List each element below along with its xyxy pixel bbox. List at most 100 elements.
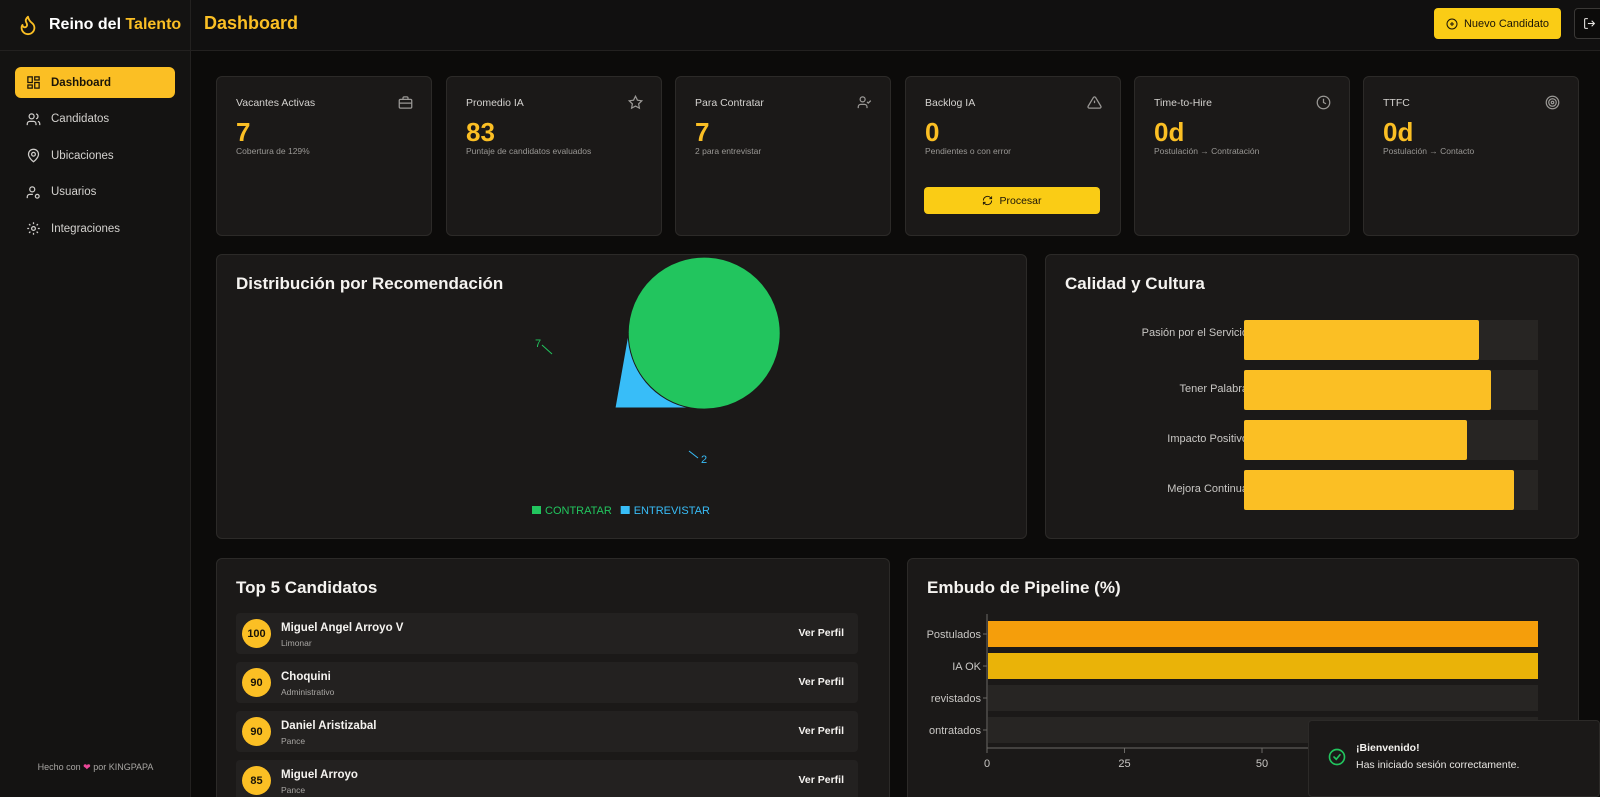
- brand[interactable]: Reino del Talento: [0, 0, 190, 51]
- quality-row: Pasión por el Servicio: [1046, 320, 1578, 360]
- pie-data-label: 2: [701, 454, 707, 466]
- x-tick-label: 0: [984, 758, 990, 770]
- quality-track: [1244, 370, 1538, 410]
- stat-subtitle: Puntaje de candidatos evaluados: [466, 146, 592, 156]
- candidate-row[interactable]: 90 Daniel Aristizabal Pance Ver Perfil: [236, 711, 858, 752]
- stat-subtitle: Postulación → Contacto: [1383, 146, 1475, 156]
- stat-value: 0: [925, 117, 940, 147]
- quality-track: [1244, 320, 1538, 360]
- x-tick-label: 50: [1256, 758, 1268, 770]
- sidebar-item-integraciones[interactable]: Integraciones: [15, 213, 175, 244]
- stat-subtitle: Postulación → Contratación: [1154, 146, 1260, 156]
- stat-card-time-to-hire: Time-to-Hire 0d Postulación → Contrataci…: [1134, 76, 1350, 236]
- stat-value: 7: [695, 117, 710, 147]
- sidebar-item-label: Dashboard: [51, 76, 112, 89]
- legend-label[interactable]: CONTRATAR: [545, 505, 612, 517]
- toast-title: ¡Bienvenido!: [1356, 742, 1420, 754]
- stat-value: 83: [466, 117, 495, 147]
- top-bar: Dashboard Nuevo Candidato: [191, 0, 1600, 51]
- quality-track: [1244, 470, 1538, 510]
- legend-swatch: [532, 506, 541, 514]
- users-icon: [26, 112, 41, 125]
- distribution-panel: Distribución por Recomendación 7 2 CONTRAT…: [216, 254, 1027, 539]
- candidate-row[interactable]: 85 Miguel Arroyo Pance Ver Perfil: [236, 760, 858, 797]
- distribution-title: Distribución por Recomendación: [236, 274, 504, 293]
- sidebar: Reino del Talento Dashboard Candidatos U…: [0, 0, 191, 797]
- stat-title: Time-to-Hire: [1154, 97, 1212, 109]
- star-icon: [627, 94, 644, 110]
- quality-bar[interactable]: [1244, 470, 1515, 510]
- candidate-location: Pance: [281, 736, 306, 746]
- alert-triangle-icon: [1087, 96, 1102, 109]
- sidebar-item-ubicaciones[interactable]: Ubicaciones: [15, 140, 175, 171]
- sidebar-item-dashboard[interactable]: Dashboard: [15, 67, 175, 98]
- process-button[interactable]: Procesar: [924, 187, 1100, 214]
- sidebar-item-candidatos[interactable]: Candidatos: [15, 104, 175, 135]
- target-icon: [1545, 95, 1560, 110]
- pie-slice-contratar[interactable]: [614, 256, 781, 410]
- quality-label: Pasión por el Servicio: [1141, 327, 1248, 339]
- candidate-location: Administrativo: [281, 687, 335, 697]
- view-profile-link[interactable]: Ver Perfil: [798, 676, 844, 688]
- stat-card-vacantes: Vacantes Activas 7 Cobertura de 129%: [216, 76, 432, 236]
- candidate-location: Pance: [281, 785, 306, 795]
- candidate-row[interactable]: 90 Choquini Administrativo Ver Perfil: [236, 662, 858, 703]
- logout-button[interactable]: [1574, 8, 1600, 39]
- stat-subtitle: Cobertura de 129%: [236, 146, 310, 156]
- pie-slice-entrevistar[interactable]: [614, 333, 692, 409]
- candidate-name: Miguel Arroyo: [281, 769, 358, 781]
- pipeline-title: Embudo de Pipeline (%): [927, 578, 1121, 597]
- user-cog-icon: [26, 185, 40, 199]
- quality-track: [1244, 420, 1538, 460]
- sidebar-item-usuarios[interactable]: Usuarios: [15, 177, 175, 208]
- pie-label-line: [541, 344, 553, 355]
- pipeline-track: [988, 685, 1538, 711]
- check-circle-icon: [1328, 748, 1346, 766]
- pipeline-bar[interactable]: [988, 621, 1538, 647]
- stat-card-promedio: Promedio IA 83 Puntaje de candidatos eva…: [446, 76, 662, 236]
- sidebar-item-label: Candidatos: [51, 113, 110, 125]
- quality-bar[interactable]: [1244, 420, 1468, 460]
- sidebar-nav: Dashboard Candidatos Ubicaciones Usuario…: [0, 51, 190, 266]
- brand-name: Reino del Talento: [49, 16, 182, 33]
- sidebar-item-label: Integraciones: [51, 222, 121, 235]
- stat-subtitle: 2 para entrevistar: [695, 146, 762, 156]
- quality-bar[interactable]: [1244, 320, 1480, 360]
- y-tick-label: revistados: [931, 693, 982, 705]
- flame-icon: [20, 15, 36, 36]
- candidate-row[interactable]: 100 Miguel Angel Arroyo V Limonar Ver Pe…: [236, 613, 858, 654]
- quality-bar[interactable]: [1244, 370, 1491, 410]
- stat-card-backlog: Backlog IA 0 Pendientes o con error Proc…: [905, 76, 1121, 236]
- pie-label-line: [688, 450, 699, 459]
- legend-swatch: [620, 506, 630, 514]
- pipeline-bar[interactable]: [988, 653, 1538, 679]
- dashboard-icon: [27, 76, 40, 89]
- quality-label: Mejora Continua: [1167, 483, 1248, 495]
- view-profile-link[interactable]: Ver Perfil: [798, 627, 844, 639]
- view-profile-link[interactable]: Ver Perfil: [798, 725, 844, 737]
- y-tick-label: IA OK: [952, 661, 981, 673]
- x-tick-label: 25: [1118, 758, 1130, 770]
- stat-value: 7: [236, 117, 251, 147]
- sidebar-footer: Hecho con ❤ por KINGPAPA: [37, 762, 154, 772]
- quality-row: Mejora Continua: [1046, 470, 1578, 510]
- candidate-location: Limonar: [281, 638, 312, 648]
- quality-panel: Calidad y Cultura Pasión por el Servicio…: [1045, 254, 1579, 539]
- user-check-icon: [857, 96, 872, 109]
- new-candidate-button[interactable]: Nuevo Candidato: [1434, 8, 1561, 39]
- stat-card-ttfc: TTFC 0d Postulación → Contacto: [1363, 76, 1579, 236]
- candidate-name: Daniel Aristizabal: [281, 720, 377, 732]
- stat-title: Backlog IA: [925, 97, 976, 109]
- stat-title: Promedio IA: [466, 97, 524, 109]
- candidate-score: 90: [242, 668, 271, 697]
- welcome-toast[interactable]: ¡Bienvenido! Has iniciado sesión correct…: [1308, 720, 1600, 797]
- legend-label[interactable]: ENTREVISTAR: [634, 505, 710, 517]
- candidate-score: 100: [242, 619, 271, 648]
- quality-label: Tener Palabra: [1179, 383, 1249, 395]
- stat-value: 0d: [1383, 117, 1414, 147]
- stat-value: 0d: [1154, 117, 1185, 147]
- y-tick-label: ontratados: [929, 725, 981, 737]
- page-title: Dashboard: [204, 13, 299, 33]
- view-profile-link[interactable]: Ver Perfil: [798, 774, 844, 786]
- gear-icon: [27, 222, 40, 235]
